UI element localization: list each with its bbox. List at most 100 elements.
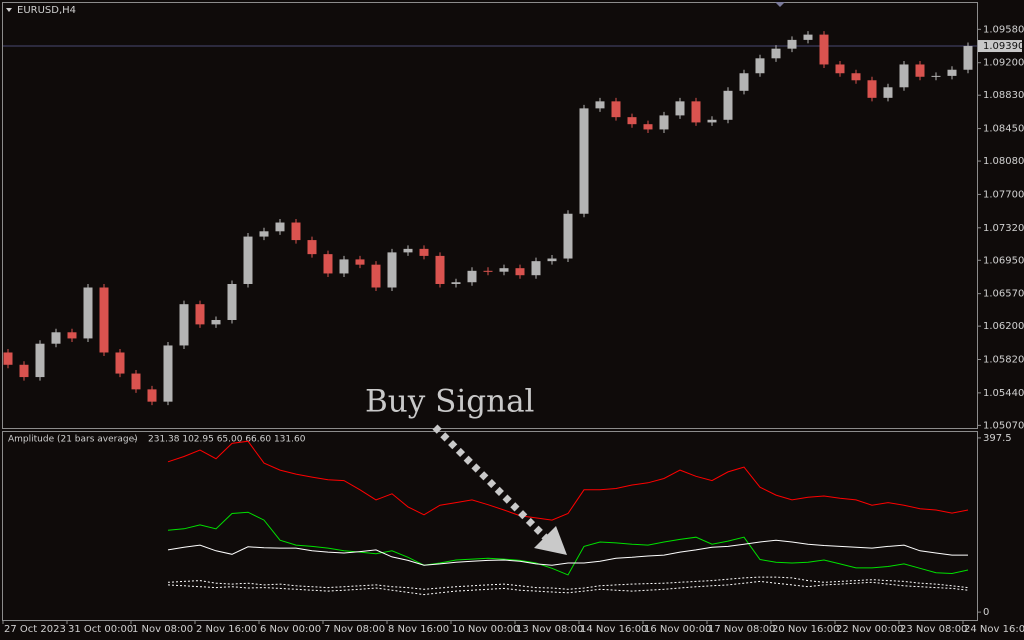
candle-body (547, 258, 557, 262)
x-tick-label: 20 Nov 16:00 (772, 624, 839, 635)
candle-body (755, 58, 765, 74)
candle-body (451, 282, 461, 284)
x-tick-label: 13 Nov 08:00 (516, 624, 583, 635)
candle-body (643, 124, 653, 130)
x-tick-label: 31 Oct 00:00 (68, 624, 133, 635)
candle-body (307, 240, 317, 255)
signal-arrow-head (534, 526, 567, 555)
indicator-readout: 231.38 102.95 65.00 66.60 131.60 (148, 435, 306, 445)
y-tick-label: 1.07700 (983, 189, 1024, 200)
x-tick-label: 7 Nov 08:00 (324, 624, 385, 635)
x-tick-label: 27 Oct 2023 (4, 624, 66, 635)
candle-body (67, 332, 77, 339)
candle-body (691, 101, 701, 123)
candle-body (867, 80, 877, 98)
candle-body (883, 87, 893, 98)
x-tick-label: 10 Nov 00:00 (452, 624, 519, 635)
x-tick-label: 17 Nov 08:00 (708, 624, 775, 635)
candle-body (195, 304, 205, 325)
candle-body (803, 34, 813, 40)
candle-body (723, 90, 733, 120)
candle-body (131, 373, 141, 390)
candle-body (35, 343, 45, 378)
symbol-label: EURUSD,H4 (17, 5, 76, 16)
y-tick-label: 1.05820 (983, 355, 1024, 366)
x-tick-label: 16 Nov 00:00 (644, 624, 711, 635)
candle-body (355, 259, 365, 265)
buy-signal-annotation: Buy Signal (365, 384, 534, 420)
candle-body (339, 259, 349, 274)
candle-body (179, 304, 189, 346)
candle-body (227, 283, 237, 320)
y-tick-label: 1.07320 (983, 223, 1024, 234)
x-tick-label: 22 Nov 00:00 (836, 624, 903, 635)
shift-marker (775, 2, 785, 7)
indicator-line (167, 539, 968, 566)
candle-body (403, 248, 413, 253)
candle-body (563, 213, 573, 259)
candle-body (83, 287, 93, 339)
price-panel-frame (2, 2, 978, 429)
candle-body (275, 222, 285, 232)
candle-body (947, 69, 957, 76)
candle-body (851, 73, 861, 81)
y-tick-label: 1.09200 (983, 58, 1024, 69)
symbol-menu-icon[interactable] (6, 8, 12, 12)
candle-body (99, 287, 109, 353)
candle-body (963, 46, 973, 70)
x-tick-label: 6 Nov 00:00 (260, 624, 321, 635)
candle-body (627, 117, 637, 125)
candle-body (659, 115, 669, 130)
candle-body (259, 231, 269, 237)
y-tick-label: 1.09580 (983, 24, 1024, 35)
candle-body (243, 236, 253, 284)
candle-body (899, 64, 909, 88)
candle-body (51, 332, 61, 344)
candle-body (739, 73, 749, 91)
candle-body (211, 319, 221, 325)
signal-arrow-shaft (432, 424, 551, 543)
y-tick-label: 1.08450 (983, 124, 1024, 135)
candle-body (675, 101, 685, 116)
current-price-label: 1.09390 (983, 41, 1024, 52)
indicator-separator: - (133, 435, 136, 445)
candle-body (771, 48, 781, 59)
indicator-line (167, 580, 969, 596)
candle-body (787, 39, 797, 49)
candle-body (611, 101, 621, 118)
candle-body (835, 64, 845, 74)
y-tick-label: 1.08830 (983, 90, 1024, 101)
indicator-line (167, 440, 969, 521)
y-tick-label: 1.05440 (983, 388, 1024, 399)
candle-body (595, 101, 605, 109)
indicator-title: Amplitude (21 bars average) (8, 435, 138, 445)
y-tick-label: 1.08080 (983, 156, 1024, 167)
plots: 1.09580 1.09200 1.08830 1.08450 1.08080 1.077… (2, 24, 1024, 635)
candle-body (371, 264, 381, 288)
current-price-box (978, 40, 1022, 53)
y-tick-label: 0 (983, 607, 989, 618)
candle-body (819, 34, 829, 65)
candle-body (467, 270, 477, 283)
candle-body (915, 64, 925, 77)
candle-body (291, 222, 301, 241)
candle-body (3, 352, 13, 365)
candle-body (387, 252, 397, 288)
candle-body (483, 270, 493, 272)
y-tick-label: 1.06950 (983, 255, 1024, 266)
candle-body (499, 268, 509, 272)
candle-body (147, 389, 157, 402)
y-tick-label: 1.05070 (983, 420, 1024, 431)
x-tick-label: 23 Nov 08:00 (900, 624, 967, 635)
candle-body (931, 75, 941, 77)
x-tick-label: 1 Nov 08:00 (132, 624, 193, 635)
candle-body (435, 255, 445, 284)
candle-body (579, 108, 589, 214)
candle-body (515, 268, 525, 276)
indicator-line (167, 511, 969, 576)
indicator-line (167, 576, 969, 590)
indicator-panel-frame (2, 431, 978, 621)
